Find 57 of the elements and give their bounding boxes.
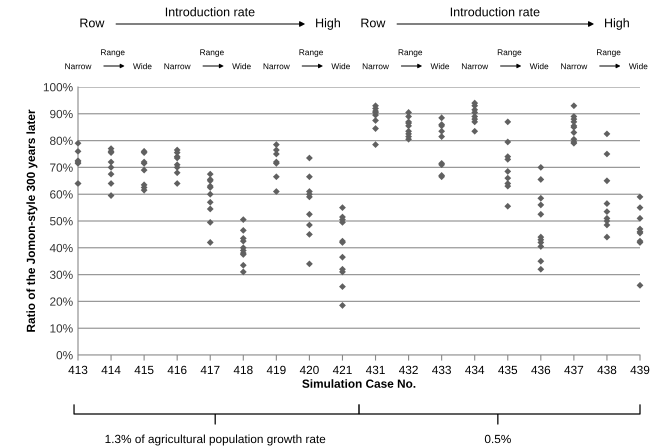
text: Row	[80, 18, 104, 28]
text: Narrow	[462, 63, 488, 70]
text: Wide	[232, 63, 251, 70]
text: Wide	[331, 63, 350, 70]
x-tick-label: 418	[234, 366, 253, 374]
text: Range	[101, 49, 125, 57]
x-tick-label: 417	[200, 366, 220, 374]
text: Narrow	[362, 63, 389, 70]
text: 1.3% of agricultural population growth rate	[106, 434, 326, 446]
x-tick-label: 414	[101, 366, 121, 374]
text: High	[316, 18, 340, 30]
text: Introduction rate	[450, 7, 540, 16]
y-tick-label: 20%	[50, 297, 73, 306]
x-tick-label: 419	[266, 366, 286, 374]
y-tick-label: 30%	[50, 270, 73, 279]
x-tick-label: 415	[134, 366, 154, 374]
x-tick-label: 435	[498, 366, 518, 374]
text: Wide	[628, 63, 648, 70]
x-tick-label: 421	[332, 366, 352, 374]
text: Introduction rate	[166, 7, 255, 16]
text: Range	[299, 49, 323, 57]
text: High	[605, 18, 629, 30]
text: Wide	[530, 63, 548, 70]
y-tick-label: 40%	[50, 244, 73, 252]
text: Range	[597, 49, 621, 57]
y-tick-label: 80%	[50, 136, 73, 145]
x-tick-label: 436	[531, 366, 550, 374]
x-tick-label: 437	[564, 366, 584, 374]
x-tick-label: 420	[300, 366, 319, 374]
text: Narrow	[264, 63, 290, 70]
x-tick-label: 433	[432, 366, 451, 374]
x-tick-label: 438	[597, 366, 616, 374]
x-tick-label: 413	[68, 366, 88, 374]
x-tick-label: 431	[366, 366, 385, 374]
text: Range	[398, 49, 422, 57]
x-tick-label: 432	[399, 366, 418, 374]
text: 0.5%	[484, 434, 511, 444]
y-axis-title: Ratio of the Jomon-style 300 years later	[26, 110, 38, 332]
text: Wide	[430, 63, 450, 70]
text: Range	[498, 49, 522, 57]
y-tick-label: 50%	[50, 217, 73, 226]
x-tick-label: 439	[630, 366, 650, 374]
y-tick-label: 90%	[50, 110, 73, 118]
text: Row	[361, 18, 386, 28]
text: Narrow	[561, 63, 588, 70]
x-axis-title: Simulation Case No.	[302, 379, 416, 388]
x-tick-label: 434	[465, 366, 484, 374]
text: Wide	[133, 63, 152, 70]
y-tick-label: 0%	[56, 351, 73, 360]
text: Narrow	[164, 63, 191, 70]
text: Narrow	[65, 63, 92, 70]
y-tick-label: 100%	[44, 83, 73, 92]
text: Range	[200, 49, 224, 57]
x-tick-label: 416	[168, 366, 187, 374]
y-tick-label: 70%	[50, 163, 73, 172]
y-tick-label: 60%	[50, 190, 73, 199]
y-tick-label: 10%	[50, 324, 73, 333]
